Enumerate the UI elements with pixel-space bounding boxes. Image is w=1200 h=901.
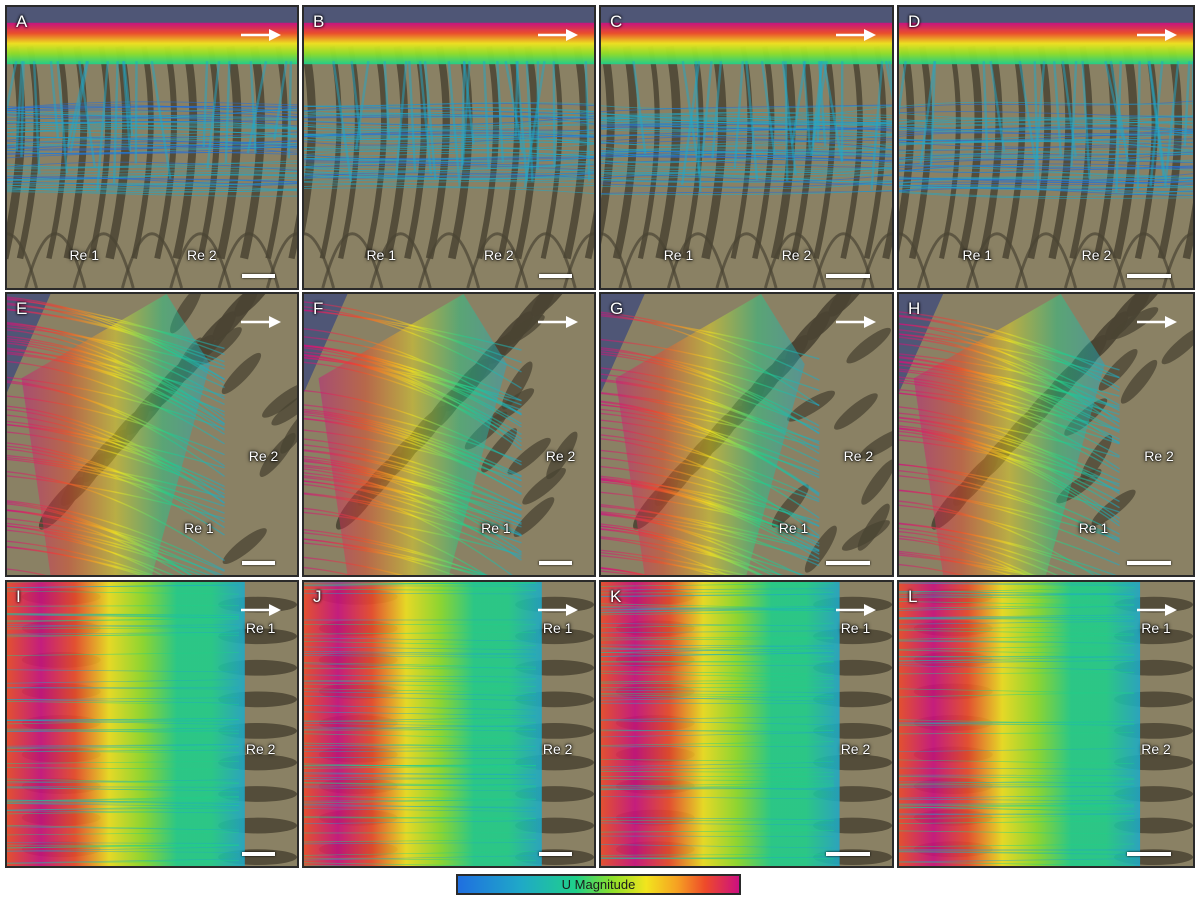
scale-bar	[242, 852, 275, 856]
flow-direction-arrow-icon	[241, 29, 281, 41]
region-label: Re 1	[840, 620, 871, 637]
colorbar-label: U Magnitude	[561, 877, 636, 892]
panel-label: J	[313, 587, 322, 606]
region-label: Re 1	[1141, 620, 1171, 637]
flow-visualization-top	[899, 7, 1193, 288]
scale-bar	[242, 561, 275, 565]
panel-label: D	[908, 12, 921, 31]
scale-bar	[826, 274, 870, 278]
panel-label: B	[313, 12, 325, 31]
flow-direction-arrow-icon	[1137, 604, 1177, 616]
flow-direction-arrow-icon	[1137, 29, 1177, 41]
flow-visualization-top	[7, 7, 297, 288]
region-label: Re 1	[542, 620, 573, 637]
panel-label: L	[908, 587, 918, 606]
flow-visualization-top	[304, 7, 594, 288]
streamlines	[899, 60, 1193, 199]
region-label: Re 1	[481, 519, 511, 536]
flow-direction-arrow-icon	[241, 316, 281, 328]
streamlines	[601, 582, 834, 866]
scale-bar	[1127, 852, 1171, 856]
panel-label: F	[313, 299, 324, 318]
region-label: Re 2	[840, 741, 871, 758]
region-label: Re 1	[962, 246, 993, 263]
flow-direction-arrow-icon	[836, 29, 876, 41]
region-label: Re 1	[778, 519, 809, 536]
flow-direction-arrow-icon	[538, 316, 578, 328]
streamlines	[7, 60, 297, 197]
flow-direction-arrow-icon	[836, 316, 876, 328]
region-label: Re 2	[545, 448, 576, 465]
panel-d: D Re 1 Re 2	[897, 5, 1195, 290]
panel-f: F Re 2 Re 1	[302, 292, 596, 577]
region-label: Re 2	[484, 246, 514, 263]
region-label: Re 2	[1081, 246, 1112, 263]
flow-direction-arrow-icon	[241, 604, 281, 616]
panel-label: G	[610, 299, 624, 318]
flow-direction-arrow-icon	[538, 604, 578, 616]
panel-a: A Re 1 Re 2	[5, 5, 299, 290]
panel-k: K Re 1 Re 2	[599, 580, 894, 868]
flow-visualization-oblique	[7, 294, 297, 575]
region-label: Re 2	[248, 448, 279, 465]
scale-bar	[539, 852, 572, 856]
flow-visualization-oblique	[899, 294, 1193, 575]
panel-label: K	[610, 587, 622, 606]
region-label: Re 2	[1141, 741, 1171, 758]
scale-bar	[539, 274, 572, 278]
region-label: Re 1	[663, 246, 694, 263]
panel-i: I Re 1 Re 2	[5, 580, 299, 868]
flow-visualization-side	[304, 582, 594, 866]
panel-label: A	[16, 12, 28, 31]
streamlines	[304, 582, 537, 866]
panel-e: E Re 2 Re 1	[5, 292, 299, 577]
scale-bar	[1127, 561, 1171, 565]
panel-l: L Re 1 Re 2	[897, 580, 1195, 868]
region-label: Re 2	[542, 741, 573, 758]
panel-label: I	[16, 587, 21, 606]
flow-visualization-side	[899, 582, 1193, 866]
panel-j: J Re 1 Re 2	[302, 580, 596, 868]
flow-direction-arrow-icon	[538, 29, 578, 41]
panel-h: H Re 2 Re 1	[897, 292, 1195, 577]
region-label: Re 2	[187, 246, 217, 263]
scale-bar	[539, 561, 572, 565]
scale-bar	[242, 274, 275, 278]
streamlines	[899, 582, 1135, 866]
panel-label: E	[16, 299, 28, 318]
tissue-lamellae	[899, 45, 1193, 288]
region-label: Re 1	[69, 246, 100, 263]
panel-b: B Re 1 Re 2	[302, 5, 596, 290]
figure-grid: A Re 1 Re 2 B Re 1 Re 2 C Re 1 Re 2 D Re 1 Re 2 E Re …	[5, 5, 1195, 868]
flow-visualization-side	[601, 582, 892, 866]
flow-direction-arrow-icon	[1137, 316, 1177, 328]
region-label: Re 2	[1144, 448, 1174, 465]
streamlines	[304, 61, 594, 194]
flow-visualization-oblique	[304, 294, 594, 575]
region-label: Re 1	[1078, 519, 1109, 536]
panel-g: G Re 2 Re 1	[599, 292, 894, 577]
region-label: Re 2	[245, 741, 276, 758]
region-label: Re 2	[843, 448, 874, 465]
panel-c: C Re 1 Re 2	[599, 5, 894, 290]
region-label: Re 1	[184, 519, 214, 536]
flow-visualization-side	[7, 582, 297, 866]
region-label: Re 1	[366, 246, 397, 263]
flow-visualization-top	[601, 7, 892, 288]
panel-label: C	[610, 12, 623, 31]
streamlines	[601, 61, 892, 196]
region-label: Re 1	[245, 620, 276, 637]
region-label: Re 2	[781, 246, 812, 263]
flow-direction-arrow-icon	[836, 604, 876, 616]
streamlines	[7, 582, 240, 864]
panel-label: H	[908, 299, 921, 318]
scale-bar	[826, 561, 870, 565]
scale-bar	[826, 852, 870, 856]
flow-visualization-oblique	[601, 294, 892, 575]
scale-bar	[1127, 274, 1171, 278]
u-magnitude-colorbar: U Magnitude	[456, 874, 741, 895]
